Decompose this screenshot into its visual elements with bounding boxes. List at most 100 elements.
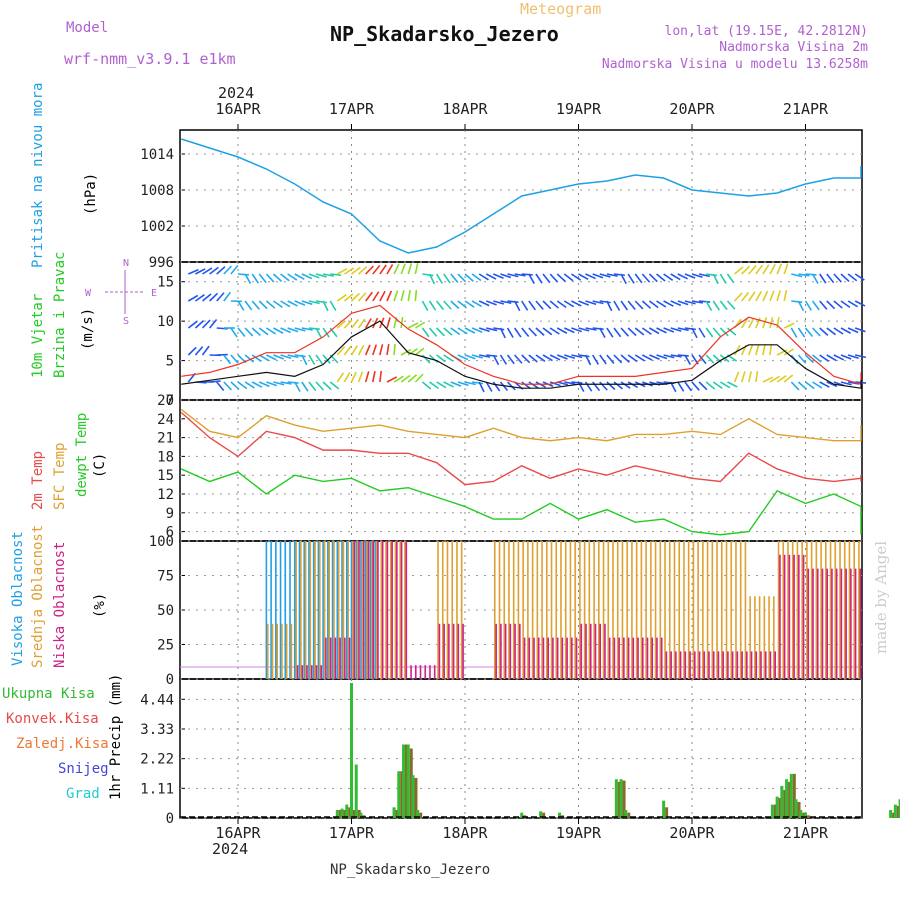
wind-barb — [343, 319, 353, 329]
legend-conv-rain: Konvek.Kisa — [6, 711, 99, 727]
wind-barb — [223, 381, 233, 391]
wind-barb — [663, 273, 674, 281]
wind-barb — [506, 327, 514, 338]
compass-s-label: S — [123, 316, 129, 327]
wind-barb — [357, 318, 366, 329]
wind-barb — [620, 381, 631, 389]
wind-barb — [712, 300, 721, 311]
conv-precip-bar — [807, 815, 810, 818]
total-precip-bar — [345, 804, 349, 818]
wind-barb — [578, 327, 590, 332]
total-precip-bar — [359, 812, 363, 818]
wind-barb — [265, 327, 277, 335]
wind-barb — [351, 266, 361, 275]
wind-barb — [542, 273, 551, 284]
wind-barb — [201, 345, 210, 356]
total-precip-bar — [785, 779, 789, 818]
wind-barb — [478, 381, 485, 393]
wind-barb — [372, 344, 378, 356]
wind-barb — [500, 300, 512, 304]
wind-barb — [719, 273, 727, 284]
wind-barb — [464, 273, 474, 282]
wind-barb — [797, 327, 806, 338]
wind-barb — [613, 300, 621, 311]
wind-barb — [726, 300, 736, 310]
wind-barb — [833, 327, 844, 335]
conv-precip-bar — [797, 801, 801, 818]
wind-barb — [556, 354, 568, 360]
wind-barb — [719, 381, 731, 389]
conv-precip-bar — [778, 797, 782, 818]
wind-barb — [393, 375, 404, 383]
wind-barb — [195, 268, 206, 275]
wind-barb — [691, 381, 700, 391]
total-precip-bar — [397, 771, 401, 818]
total-precip-bar — [789, 773, 793, 818]
wind-barb — [350, 371, 357, 383]
wind-barb — [350, 292, 360, 302]
wind-barb — [783, 290, 788, 302]
wind-barb — [350, 345, 359, 356]
wind-barb — [535, 327, 545, 336]
wind-barb — [428, 354, 439, 364]
y-tick-label: 1014 — [140, 147, 174, 163]
wind-barb — [322, 300, 329, 312]
wind-barb — [691, 273, 703, 278]
day-label-top: 19APR — [556, 100, 602, 118]
wind-barb — [343, 345, 352, 356]
wind-barb — [372, 317, 379, 329]
wind-barb — [365, 265, 374, 275]
wind-barb — [428, 300, 437, 311]
y-tick-label: 18 — [157, 449, 174, 465]
total-precip-bar — [889, 809, 893, 818]
wind-barb — [599, 273, 611, 278]
day-label-top: 18APR — [442, 100, 488, 118]
wind-barb — [833, 273, 842, 283]
y-tick-label: 3.33 — [140, 722, 174, 738]
wind-barb — [578, 273, 589, 281]
wind-barb — [762, 344, 766, 356]
wind-barb — [202, 267, 213, 275]
wind-barb — [769, 317, 774, 329]
wind-barb — [244, 354, 255, 363]
wind-barb — [854, 273, 865, 281]
wind-barb — [840, 327, 852, 334]
wind-barb — [811, 273, 819, 284]
wind-barb — [769, 263, 776, 275]
wind-barb — [805, 273, 817, 276]
wind-barb — [684, 327, 696, 331]
wind-barb — [762, 290, 769, 302]
wind-barb — [266, 381, 278, 387]
wind-barb — [223, 291, 232, 302]
wind-barb — [336, 346, 346, 356]
wind-barb — [372, 291, 380, 302]
wind-barb — [315, 327, 322, 339]
model-label: Model — [66, 20, 109, 36]
wind-barb — [691, 300, 703, 304]
wind-barb — [216, 292, 225, 302]
wind-barb — [393, 263, 400, 275]
wind-barb — [769, 343, 773, 356]
wind-barb — [627, 327, 637, 337]
wind-barb — [493, 273, 504, 280]
wind-barb — [698, 273, 711, 278]
wind-barb — [336, 294, 347, 302]
wind-barb — [343, 293, 354, 302]
wind-barb — [301, 327, 313, 331]
wind-barb — [528, 273, 535, 284]
wind-barb — [790, 327, 798, 338]
wind-barb — [287, 273, 298, 281]
y-tick-label: 27 — [157, 393, 174, 409]
wind-barb — [847, 273, 858, 282]
sfc-temp-line — [180, 408, 862, 442]
wind-barb — [854, 327, 866, 333]
wind-barb — [308, 273, 320, 279]
y-tick-label: 996 — [149, 255, 174, 271]
y-tick-label: 15 — [157, 275, 174, 291]
y-tick-label: 25 — [157, 638, 174, 654]
wind-barb — [627, 354, 638, 363]
wind-barb — [329, 300, 337, 311]
wind-barb — [301, 381, 309, 392]
wind-barb — [407, 322, 419, 329]
total-precip-bar — [662, 800, 666, 818]
